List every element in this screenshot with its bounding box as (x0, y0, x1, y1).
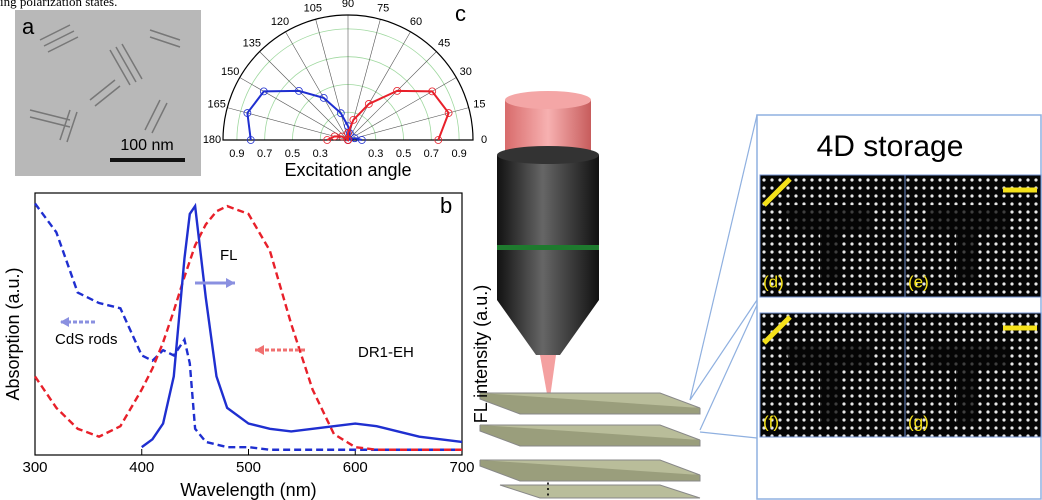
r-tick-label: 0.3 (313, 148, 328, 160)
panel-label: a (22, 14, 35, 39)
scale-bar-label: 100 nm (120, 137, 173, 154)
theta-tick-label: 60 (410, 16, 422, 28)
image-label: (e) (908, 272, 929, 291)
y-axis-label: Absorption (a.u.) (3, 267, 23, 400)
theta-tick-label: 135 (243, 38, 261, 50)
x-tick-label: 300 (22, 459, 47, 476)
series-annotation: FL (220, 247, 238, 264)
connector-lines (690, 115, 757, 438)
theta-tick-label: 90 (342, 0, 354, 10)
theta-tick-label: 75 (377, 3, 389, 15)
image-label: (d) (763, 272, 784, 291)
r-tick-label: 0.9 (451, 148, 466, 160)
more-layers: ⋮ (540, 481, 556, 498)
figure: ing polarization states. a 100 nm ⋮ 4D s… (0, 0, 1042, 500)
theta-tick-label: 30 (460, 66, 472, 78)
r-tick-label: 0.5 (396, 148, 411, 160)
spoke (260, 52, 348, 140)
x-tick-label: 700 (449, 459, 474, 476)
storage-frame (757, 115, 1041, 499)
panel-label: b (440, 193, 452, 218)
data-line (142, 206, 462, 447)
theta-tick-label: 45 (438, 38, 450, 50)
theta-tick-label: 165 (207, 99, 225, 111)
storage-title: 4D storage (817, 130, 964, 163)
theta-tick-label: 15 (473, 99, 485, 111)
spoke (316, 19, 348, 140)
data-line (35, 206, 462, 450)
storage-layers (480, 393, 700, 498)
image-label: (g) (908, 412, 929, 431)
theta-tick-label: 105 (304, 3, 322, 15)
theta-tick-label: 120 (271, 16, 289, 28)
arrow-head (60, 317, 69, 327)
x-tick-label: 400 (129, 459, 154, 476)
caption-fragment: ing polarization states. (0, 0, 117, 9)
polar-line (327, 91, 448, 140)
data-line (35, 203, 462, 449)
series-annotation: DR1-EH (358, 344, 414, 361)
r-tick-label: 0.9 (229, 148, 244, 160)
r-tick-label: 0.7 (257, 148, 272, 160)
series-annotation: CdS rods (55, 331, 118, 348)
x-tick-label: 600 (343, 459, 368, 476)
theta-tick-label: 180 (203, 134, 221, 146)
plot-frame (35, 193, 462, 455)
x-axis-label: Excitation angle (284, 160, 411, 180)
theta-tick-label: 150 (221, 66, 239, 78)
r-tick-label: 0.5 (285, 148, 300, 160)
panel-label: c (455, 1, 466, 26)
microscope (497, 91, 599, 405)
r-tick-label: 0.3 (368, 148, 383, 160)
x-axis-label: Wavelength (nm) (180, 480, 316, 500)
theta-tick-label: 0 (481, 134, 487, 146)
spoke (348, 108, 469, 140)
spoke (227, 108, 348, 140)
spoke (348, 52, 436, 140)
x-tick-label: 500 (236, 459, 261, 476)
r-tick-label: 0.7 (424, 148, 439, 160)
arrow-head (226, 278, 235, 288)
y2-axis-label: FL intensity (a.u.) (471, 285, 491, 423)
image-label: (f) (763, 412, 779, 431)
arrow-head (255, 345, 264, 355)
